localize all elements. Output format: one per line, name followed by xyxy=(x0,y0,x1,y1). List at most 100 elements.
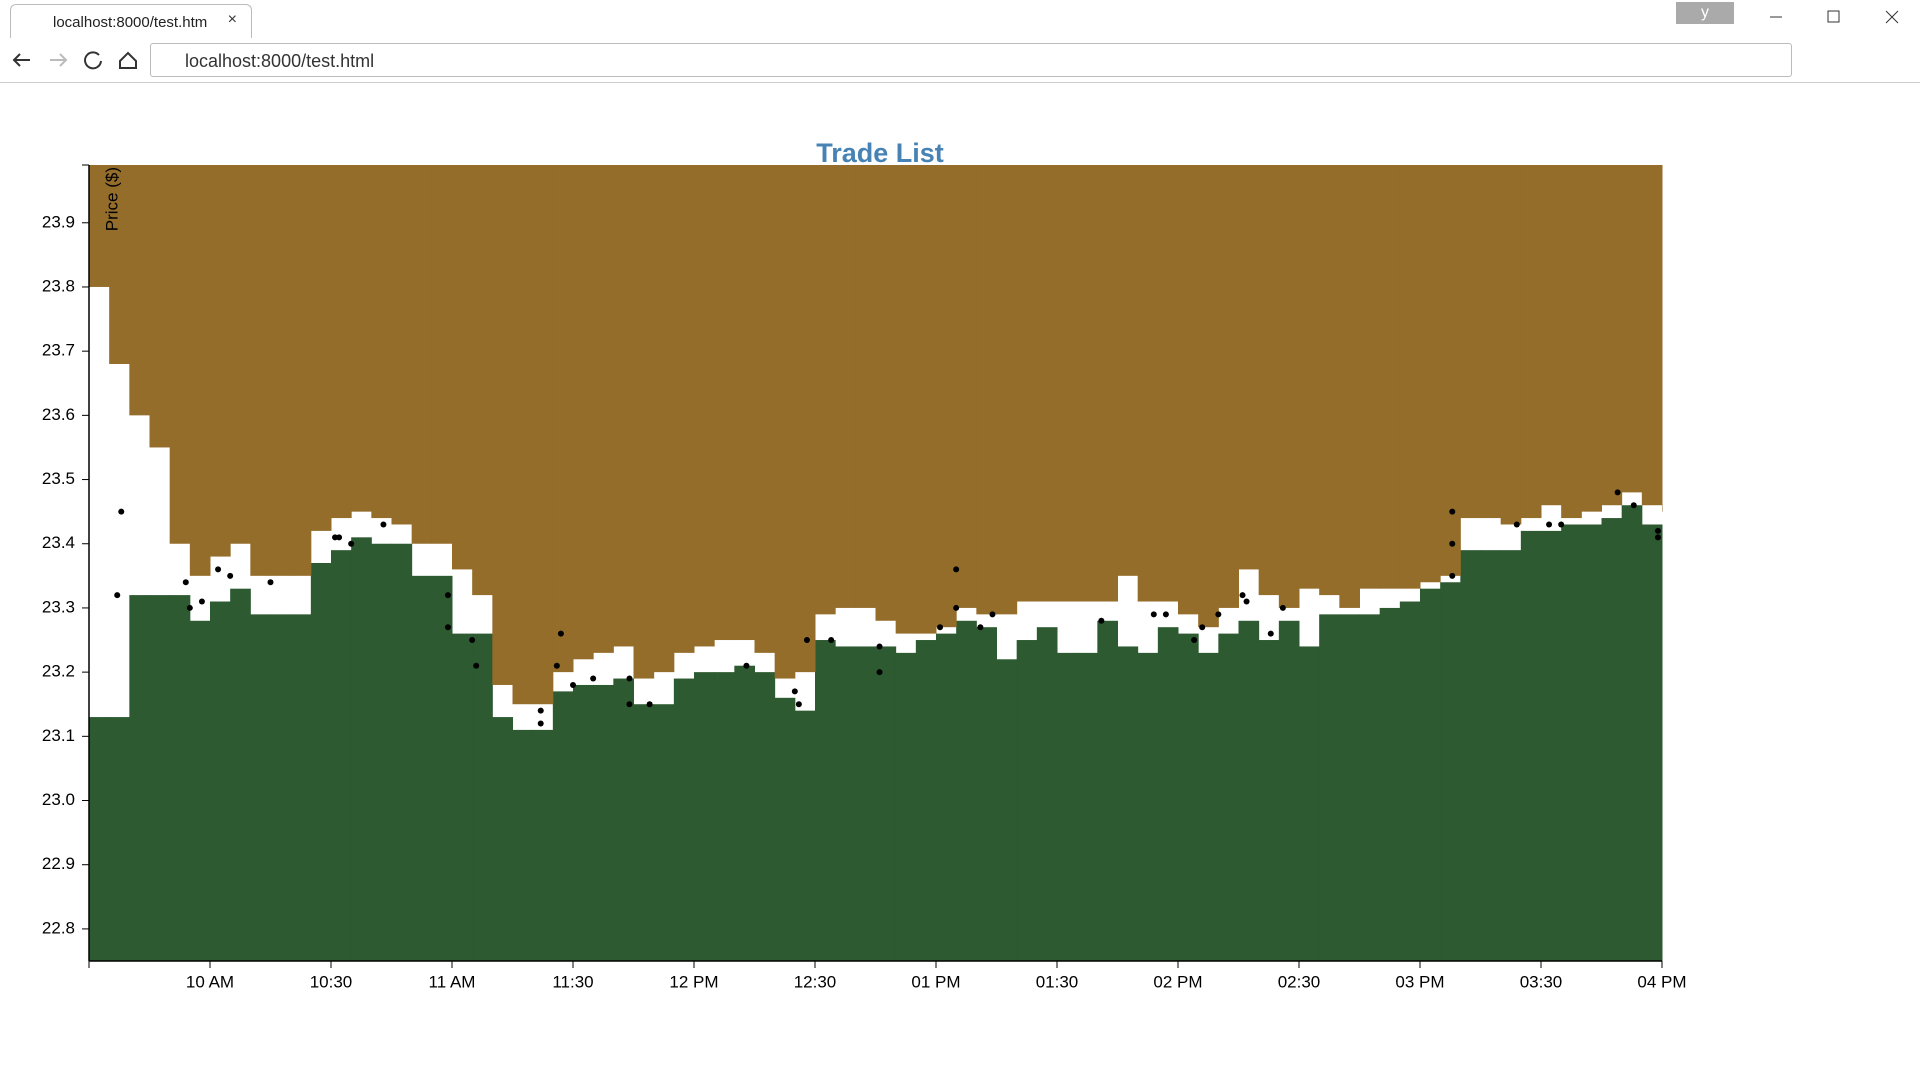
y-tick-label: 23.3 xyxy=(42,597,75,616)
area-step xyxy=(310,165,332,531)
toolbar: localhost:8000/test.html xyxy=(0,38,1920,83)
trade-dot xyxy=(989,611,996,618)
trade-dot xyxy=(791,688,798,695)
area-step xyxy=(956,165,977,608)
area-step xyxy=(492,165,513,685)
area-step xyxy=(1440,582,1461,961)
y-tick-label: 23.1 xyxy=(42,726,75,745)
area-step xyxy=(1016,165,1038,602)
area-step xyxy=(1561,524,1582,961)
area-step xyxy=(1379,165,1401,589)
y-tick-label: 22.8 xyxy=(42,918,75,937)
tab-strip: localhost:8000/test.htm × y xyxy=(0,0,1920,39)
x-tick-label: 04 PM xyxy=(1637,972,1686,991)
area-step xyxy=(915,165,937,634)
area-step xyxy=(1278,165,1300,608)
area-step xyxy=(1339,165,1360,608)
area-step xyxy=(1117,646,1139,961)
x-tick-label: 02:30 xyxy=(1278,972,1321,991)
y-tick-label: 23.7 xyxy=(42,341,75,360)
area-step xyxy=(673,678,695,961)
area-step xyxy=(1460,550,1481,961)
area-step xyxy=(1460,165,1481,519)
area-step xyxy=(1359,614,1381,961)
tab-close[interactable]: × xyxy=(227,11,237,28)
window-controls xyxy=(1770,10,1899,24)
trade-dot xyxy=(876,643,883,650)
trade-dot xyxy=(1215,611,1222,618)
trade-dot xyxy=(469,637,476,644)
area-step xyxy=(411,575,433,961)
trade-dot xyxy=(743,662,750,669)
trade-dot xyxy=(977,624,984,631)
trade-dot xyxy=(227,572,234,579)
x-tick-label: 11 AM xyxy=(429,972,476,991)
area-step xyxy=(754,672,776,961)
trade-dot xyxy=(1449,572,1456,579)
area-step xyxy=(492,717,513,961)
area-step xyxy=(512,729,534,961)
area-step xyxy=(875,646,897,961)
restore[interactable] xyxy=(1827,10,1840,23)
trade-dot xyxy=(1630,502,1637,509)
area-step xyxy=(875,165,897,621)
area-step xyxy=(1097,620,1118,961)
area-step xyxy=(552,691,574,961)
area-step xyxy=(754,165,776,653)
area-step xyxy=(1359,165,1381,589)
area-step xyxy=(431,575,453,961)
area-step xyxy=(1057,165,1078,602)
area-step xyxy=(129,165,150,416)
y-tick-label: 23.5 xyxy=(42,469,75,488)
area-step xyxy=(673,165,695,653)
back[interactable] xyxy=(12,53,30,67)
y-tick-label: 23.0 xyxy=(42,790,75,809)
reload[interactable] xyxy=(84,51,102,70)
area-step xyxy=(189,620,211,961)
area-step xyxy=(1097,165,1118,602)
area-step xyxy=(613,678,634,961)
trade-dot xyxy=(267,579,274,586)
area-step xyxy=(230,165,251,544)
trade-dot xyxy=(114,592,121,599)
trade-dot xyxy=(473,662,480,669)
close[interactable] xyxy=(1885,10,1899,24)
trade-dot xyxy=(1267,630,1274,637)
area-step xyxy=(714,672,735,961)
area-step xyxy=(714,165,735,641)
y-tick-label: 23.4 xyxy=(42,533,75,552)
area-step xyxy=(1238,620,1260,961)
area-step xyxy=(774,697,796,961)
area-step xyxy=(1198,652,1219,961)
area-step xyxy=(1399,165,1421,589)
area-step xyxy=(411,165,433,544)
x-tick-label: 10:30 xyxy=(310,972,353,991)
area-step xyxy=(855,165,876,608)
area-step xyxy=(109,717,130,961)
area-step xyxy=(1218,633,1239,961)
area-step xyxy=(613,165,634,647)
area-step xyxy=(290,165,312,576)
tab[interactable]: localhost:8000/test.htm × xyxy=(10,4,252,39)
trade-dot xyxy=(118,508,125,515)
y-tick-label: 23.8 xyxy=(42,276,75,295)
area-step xyxy=(1178,165,1199,615)
url: localhost:8000/test.html xyxy=(185,51,375,71)
area-step xyxy=(1541,530,1562,961)
area-step xyxy=(331,165,352,519)
address-bar[interactable]: localhost:8000/test.html xyxy=(150,43,1792,77)
trade-dot xyxy=(876,669,883,676)
area-step xyxy=(694,672,715,961)
forward[interactable] xyxy=(50,53,68,67)
area-step xyxy=(633,704,655,961)
x-tick-label: 12:30 xyxy=(794,972,837,991)
home[interactable] xyxy=(119,51,137,69)
area-step xyxy=(976,627,997,961)
area-step xyxy=(1641,165,1663,506)
trade-dot xyxy=(590,675,597,682)
trade-dot xyxy=(1162,611,1169,618)
area-step xyxy=(472,165,493,596)
area-step xyxy=(250,165,271,576)
area-step xyxy=(1077,165,1098,602)
profile-button[interactable]: y xyxy=(1676,2,1734,24)
